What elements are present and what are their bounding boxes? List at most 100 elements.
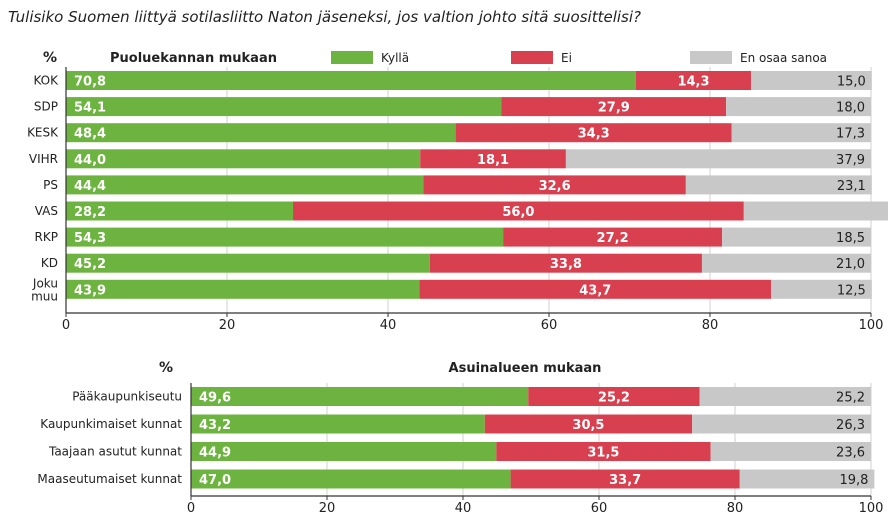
bar-kaupunkimaiset-kunnat-en-osaa-sanoa [692,414,871,434]
category-label: Pääkaupunkiseutu [72,390,182,404]
bar-taajaan-asutut-kunnat-ei [496,442,711,461]
data-label: 33,8 [550,257,582,272]
data-label: 27,9 [598,101,630,116]
data-label: 44,9 [199,446,231,461]
category-label: KD [41,256,58,270]
x-tick-label: 60 [541,318,558,333]
legend-swatch-kyllä [331,51,373,64]
category-label: VAS [35,204,58,218]
data-label: 54,1 [74,101,106,116]
data-label: 37,9 [836,153,865,168]
data-label: 43,2 [199,418,231,433]
data-label: 23,1 [837,179,866,194]
category-label: KESK [27,126,59,140]
bar-rkp-ei [503,227,723,247]
category-label: KOK [33,74,59,88]
data-label: 31,5 [587,446,619,461]
legend-label: Ei [561,51,572,65]
category-label: PS [43,178,58,192]
data-label: 70,8 [74,75,106,90]
data-label: 28,2 [74,205,106,220]
x-tick-label: 20 [319,501,336,516]
x-tick-label: 100 [859,318,884,333]
data-label: 44,4 [74,179,106,194]
data-label: 44,0 [74,153,106,168]
bar-vihr-en-osaa-sanoa [565,149,871,169]
bar-kok-en-osaa-sanoa [751,71,872,90]
bar-joku-muu-kyllä [66,279,420,299]
category-label: Joku [32,276,58,290]
category-label: SDP [34,100,58,114]
unit-label: % [43,50,57,66]
bar-taajaan-asutut-kunnat-kyllä [191,442,497,461]
data-label: 18,0 [836,101,865,116]
data-label: 34,3 [578,127,610,142]
data-label: 18,5 [836,231,865,246]
bar-vihr-kyllä [66,149,421,169]
bar-maaseutumaiset-kunnat-ei [510,469,740,489]
bar-joku-muu-en-osaa-sanoa [771,279,872,299]
x-tick-label: 80 [702,318,719,333]
bar-ps-kyllä [66,175,424,195]
bar-taajaan-asutut-kunnat-en-osaa-sanoa [710,442,871,461]
bar-vihr-ei [420,149,566,169]
x-tick-label: 0 [62,318,70,333]
bar-vas-en-osaa-sanoa [743,201,888,221]
legend-swatch-en-osaa-sanoa [690,51,732,64]
data-label: 15,0 [837,75,866,90]
data-label: 49,6 [199,391,231,406]
bar-kesk-en-osaa-sanoa [731,123,871,143]
category-label: Kaupunkimaiset kunnat [40,417,182,431]
bar-kaupunkimaiset-kunnat-kyllä [191,414,485,434]
bar-joku-muu-ei [419,279,772,299]
bar-vas-ei [293,201,744,221]
data-label: 27,2 [597,231,629,246]
data-label: 30,5 [572,418,604,433]
bar-sdp-ei [501,97,727,117]
data-label: 45,2 [74,257,106,272]
data-label: 47,0 [199,473,231,488]
bar-kd-en-osaa-sanoa [701,253,871,273]
category-label: muu [31,289,58,303]
data-label: 12,5 [837,283,866,298]
bar-sdp-kyllä [66,97,502,117]
bar-kd-kyllä [66,253,430,273]
bar-ps-en-osaa-sanoa [685,175,872,195]
x-tick-label: 0 [187,501,195,516]
data-label: 18,1 [477,153,509,168]
x-tick-label: 60 [591,501,608,516]
panel-title: Puoluekannan mukaan [110,51,277,66]
bar-vas-kyllä [66,201,294,221]
unit-label: % [159,360,173,376]
bar-pääkaupunkiseutu-kyllä [191,387,529,406]
bar-pääkaupunkiseutu-en-osaa-sanoa [699,387,871,406]
data-label: 17,3 [836,127,865,142]
x-tick-label: 40 [380,318,397,333]
x-tick-label: 100 [859,501,884,516]
bar-ps-ei [423,175,686,195]
bar-kok-kyllä [66,71,636,90]
legend-label: En osaa sanoa [740,51,827,65]
bar-kok-ei [635,71,752,90]
data-label: 33,7 [609,473,641,488]
bar-rkp-kyllä [66,227,504,247]
category-label: RKP [35,230,58,244]
category-label: Maaseutumaiset kunnat [37,472,182,486]
data-label: 14,3 [677,75,709,90]
data-label: 43,7 [579,283,611,298]
data-label: 32,6 [539,179,571,194]
data-label: 48,4 [74,127,106,142]
data-label: 21,0 [836,257,865,272]
legend-label: Kyllä [381,51,409,65]
data-label: 23,6 [836,446,865,461]
x-tick-label: 80 [727,501,744,516]
legend-swatch-ei [511,51,553,64]
data-label: 26,3 [836,418,865,433]
x-tick-label: 40 [455,501,472,516]
data-label: 19,8 [839,473,868,488]
data-label: 25,2 [836,391,865,406]
bar-kaupunkimaiset-kunnat-ei [484,414,693,434]
data-label: 43,9 [74,283,106,298]
bar-kesk-kyllä [66,123,456,143]
